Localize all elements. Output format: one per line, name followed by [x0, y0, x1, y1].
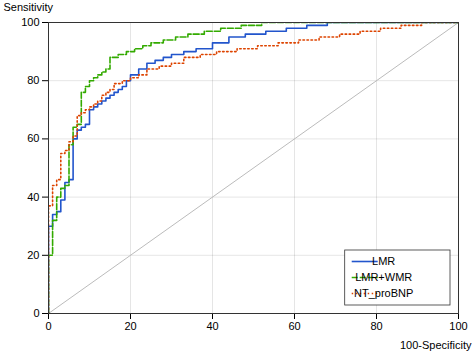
svg-text:NT_proBNP: NT_proBNP — [354, 287, 413, 299]
svg-text:100: 100 — [21, 16, 39, 28]
svg-text:60: 60 — [27, 132, 39, 144]
svg-text:0: 0 — [33, 307, 39, 319]
svg-text:40: 40 — [206, 320, 218, 332]
svg-text:80: 80 — [27, 74, 39, 86]
svg-text:0: 0 — [45, 320, 51, 332]
svg-text:20: 20 — [124, 320, 136, 332]
svg-text:Sensitivity: Sensitivity — [4, 1, 54, 13]
svg-text:LMR: LMR — [372, 255, 395, 267]
svg-text:60: 60 — [288, 320, 300, 332]
svg-text:20: 20 — [27, 249, 39, 261]
svg-text:80: 80 — [370, 320, 382, 332]
svg-text:LMR+WMR: LMR+WMR — [355, 271, 412, 283]
svg-text:40: 40 — [27, 191, 39, 203]
svg-text:100: 100 — [449, 320, 467, 332]
svg-text:100-Specificity: 100-Specificity — [400, 339, 472, 351]
